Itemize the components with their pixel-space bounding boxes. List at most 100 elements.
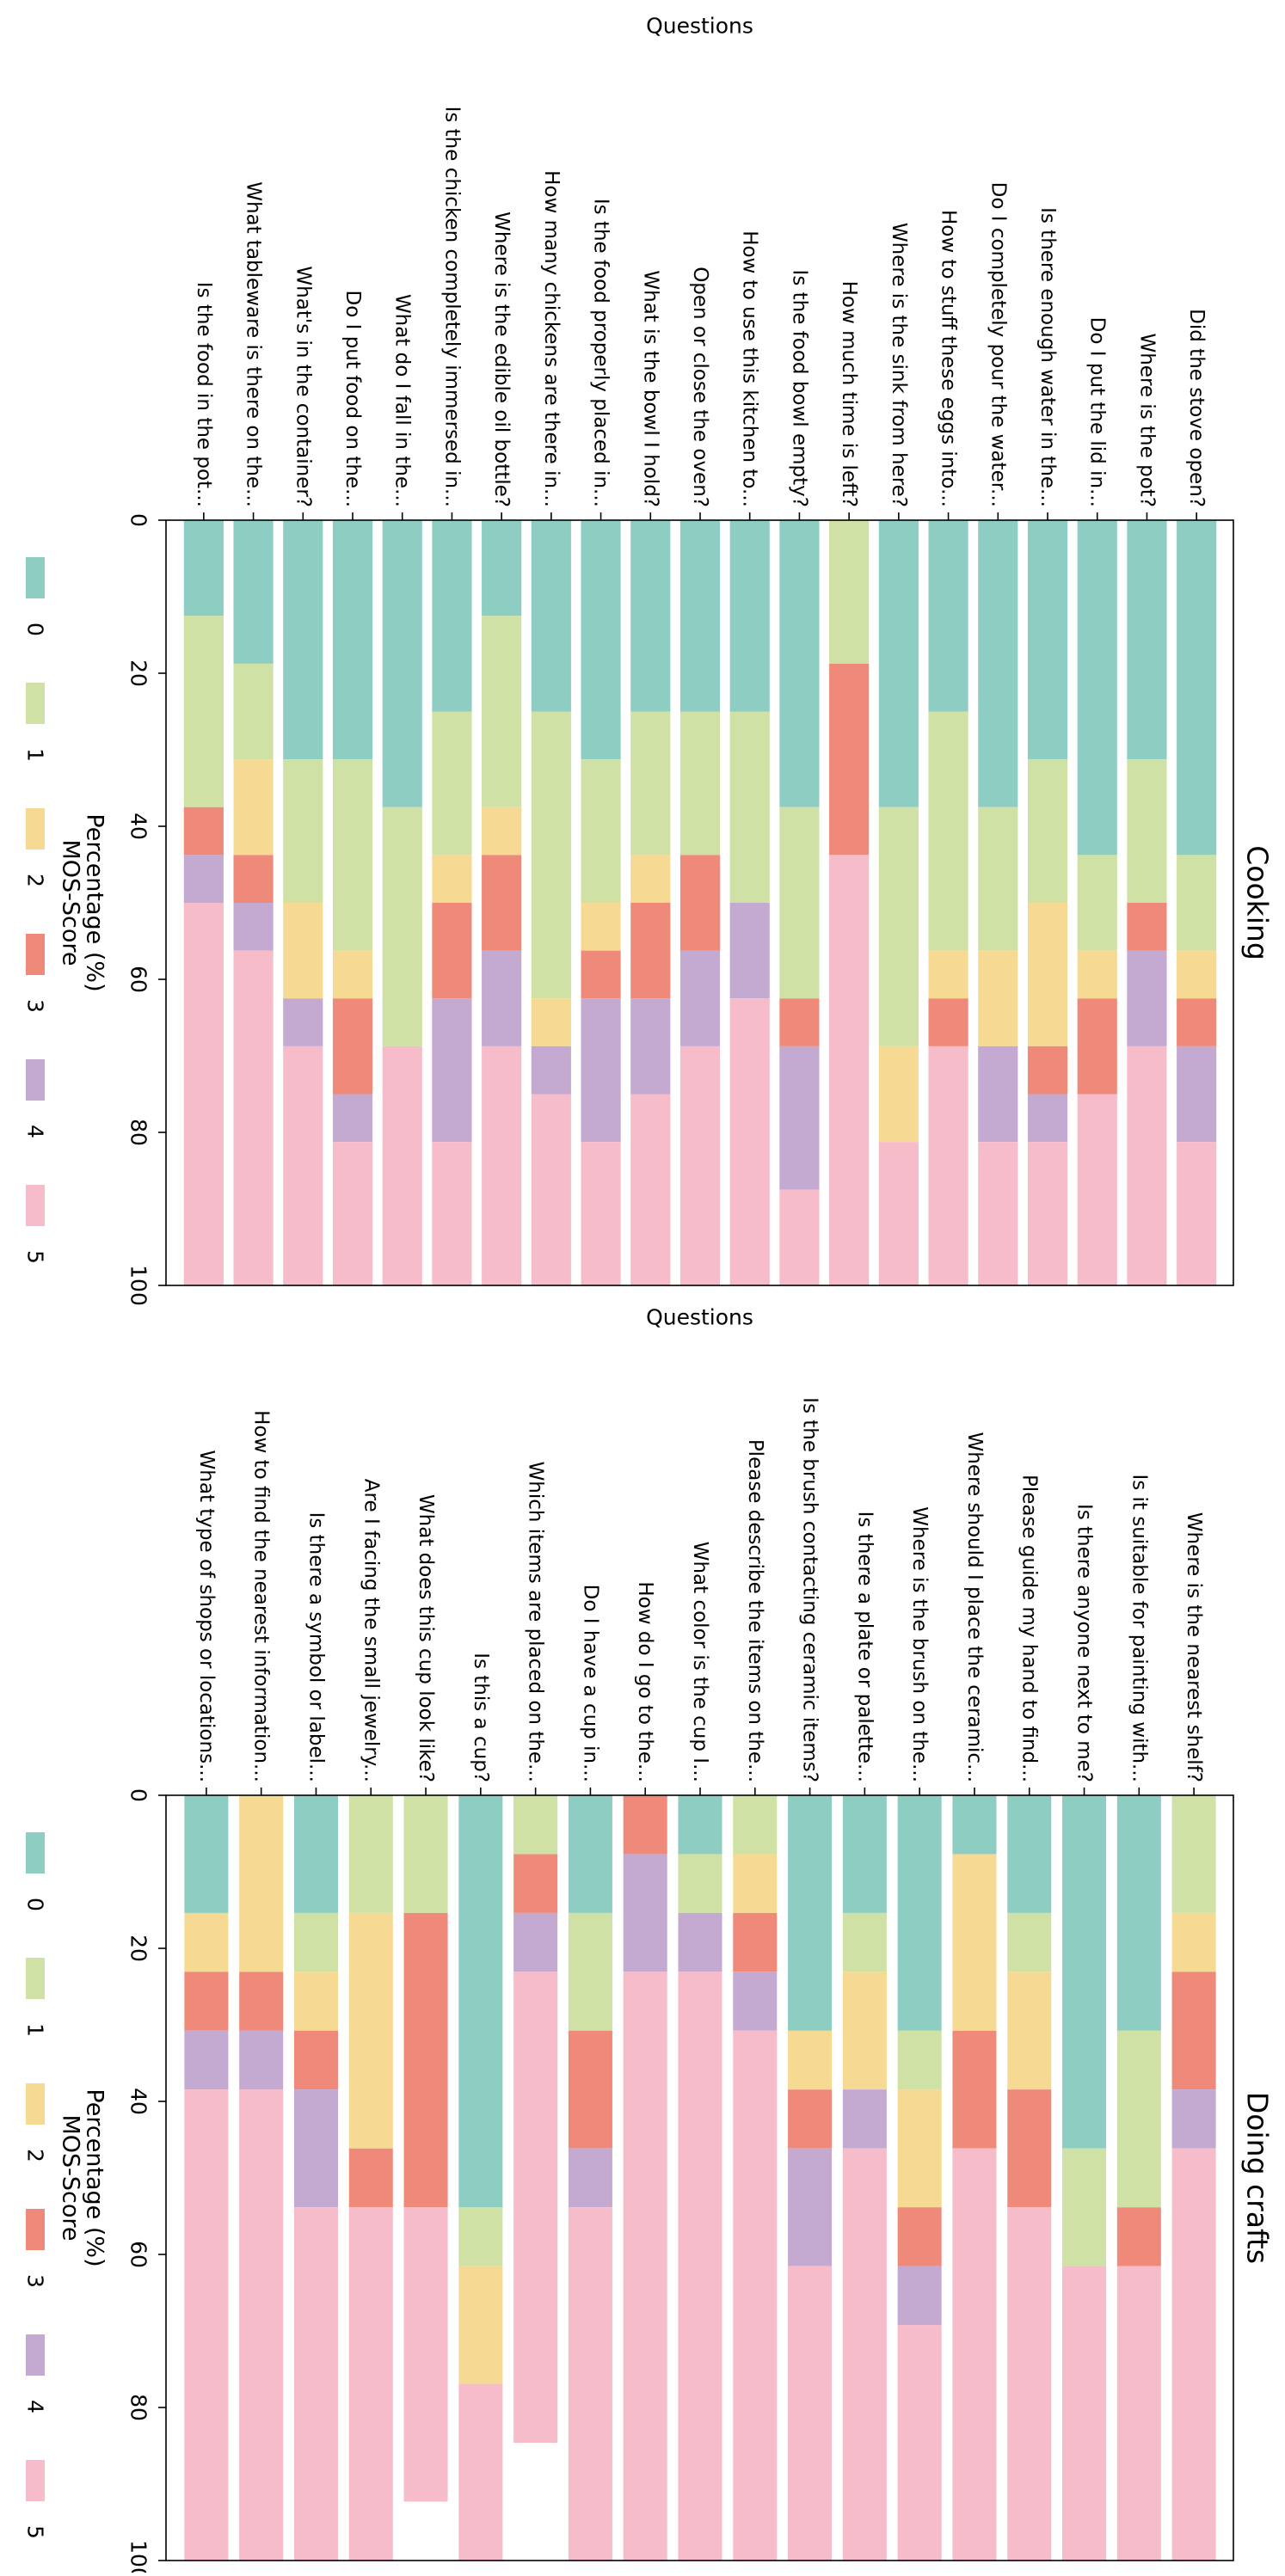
legend-title: MOS-Score [58, 839, 84, 966]
legend-swatch-mos-0 [26, 1832, 45, 1874]
legend-title: MOS-Score [58, 2114, 84, 2241]
bar-segment-mos-5 [779, 1189, 820, 1285]
bar-segment-mos-3 [952, 2030, 997, 2149]
bar-segment-mos-1 [679, 711, 721, 856]
bar-segment-mos-3 [184, 1972, 229, 2031]
bar-segment-mos-4 [623, 1854, 667, 1972]
legend-swatch-mos-0 [26, 557, 45, 598]
bar-segment-mos-4 [283, 998, 323, 1046]
bar-segment-mos-3 [1177, 998, 1217, 1046]
bar-segment-mos-1 [1027, 759, 1068, 904]
bar-segment-mos-0 [678, 1795, 722, 1855]
percentage-tick-label: 40 [126, 2088, 151, 2115]
bar-segment-mos-4 [897, 2266, 942, 2326]
bar-segment-mos-1 [348, 1795, 393, 1913]
bar-segment-mos-1 [878, 807, 919, 1046]
bar-segment-mos-5 [1116, 2266, 1161, 2561]
bar-segment-mos-5 [239, 2089, 284, 2561]
bar-segment-mos-3 [928, 998, 968, 1046]
bar-segment-mos-2 [239, 1795, 284, 1972]
question-label: How to stuff these eggs into... [938, 210, 960, 507]
bar-segment-mos-4 [779, 1046, 820, 1190]
bar-segment-mos-5 [1171, 2148, 1216, 2561]
bar-segment-mos-1 [233, 663, 274, 760]
legend-swatch-mos-2 [26, 808, 45, 849]
bar-segment-mos-5 [233, 950, 274, 1286]
bar-segment-mos-3 [1127, 903, 1167, 951]
question-label: Where is the pot? [1135, 333, 1158, 507]
bar-segment-mos-4 [293, 2089, 338, 2208]
question-label: Is this a cup? [470, 1653, 492, 1782]
bar-segment-mos-1 [531, 711, 571, 999]
bar-segment-mos-2 [1007, 1972, 1052, 2090]
bar-segment-mos-0 [897, 1795, 942, 2031]
bar-segment-mos-3 [897, 2207, 942, 2266]
bar-segment-mos-1 [1116, 2030, 1161, 2208]
bar-segment-mos-5 [513, 1972, 558, 2444]
question-label: How much time is left? [838, 281, 860, 507]
bar-segment-mos-3 [779, 998, 820, 1046]
bar-segment-mos-3 [568, 2030, 612, 2149]
question-label: Please guide my hand to find... [1018, 1475, 1041, 1782]
bar-segment-mos-1 [432, 711, 472, 856]
bar-segment-mos-0 [568, 1795, 612, 1913]
legend-label: 4 [23, 1125, 48, 1138]
bar-segment-mos-4 [332, 1094, 373, 1143]
bar-segment-mos-4 [1171, 2089, 1216, 2149]
bar-segment-mos-4 [842, 2089, 887, 2149]
bar-segment-mos-5 [978, 1142, 1018, 1286]
bar-segment-mos-1 [568, 1912, 612, 2031]
bar-segment-mos-1 [733, 1795, 778, 1855]
percentage-tick-label: 100 [126, 2540, 151, 2573]
bar-segment-mos-4 [568, 2148, 612, 2208]
bar-segment-mos-0 [293, 1795, 338, 1913]
question-label: Please describe the items on the... [744, 1439, 766, 1782]
question-label: Is the chicken completely immersed in... [440, 107, 463, 507]
question-label: Is there anyone next to me? [1073, 1504, 1096, 1782]
bar-segment-mos-5 [432, 1142, 472, 1286]
question-label: How to find the nearest information... [250, 1410, 273, 1782]
legend-swatch-mos-5 [26, 1185, 45, 1226]
bar-segment-mos-2 [531, 998, 571, 1046]
question-label: What's in the container? [292, 266, 314, 507]
bar-segment-mos-2 [928, 950, 968, 999]
bar-segment-mos-2 [432, 855, 472, 904]
bar-segment-mos-3 [513, 1854, 558, 1913]
bar-segment-mos-5 [733, 2030, 778, 2561]
bar-segment-mos-1 [928, 711, 968, 951]
legend-label: 3 [23, 999, 48, 1013]
bar-segment-mos-4 [432, 998, 472, 1143]
bar-segment-mos-0 [878, 520, 919, 807]
percentage-tick-label: 0 [126, 1788, 151, 1802]
bar-segment-mos-3 [432, 903, 472, 999]
bar-segment-mos-5 [679, 1046, 721, 1286]
bar-segment-mos-0 [581, 520, 621, 760]
panel-title: Doing crafts [1241, 2092, 1275, 2264]
question-label: Which items are placed on the... [525, 1462, 547, 1782]
bar-segment-mos-0 [432, 520, 472, 712]
question-label: What do I fall in the... [391, 294, 414, 507]
legend-swatch-mos-1 [26, 1958, 45, 1999]
bar-segment-mos-0 [482, 520, 522, 616]
bar-segment-mos-2 [1077, 950, 1117, 999]
bar-segment-mos-5 [729, 998, 770, 1285]
bar-segment-mos-0 [729, 520, 770, 712]
bar-segment-mos-3 [1007, 2089, 1052, 2208]
percentage-tick-label: 0 [126, 513, 151, 527]
question-label: Where is the sink from here? [888, 223, 910, 507]
bar-segment-mos-5 [788, 2266, 833, 2561]
legend-label: 0 [23, 623, 48, 636]
bar-segment-mos-1 [482, 616, 522, 807]
bar-segment-mos-5 [458, 2383, 503, 2561]
legend-swatch-mos-2 [26, 2083, 45, 2125]
bar-segment-mos-5 [878, 1142, 919, 1286]
legend-label: 4 [23, 2400, 48, 2413]
bar-segment-mos-4 [233, 903, 274, 951]
legend-label: 1 [23, 748, 48, 762]
bar-segment-mos-0 [630, 520, 671, 712]
question-label: What tableware is there on the... [243, 181, 265, 507]
question-label: Where should I place the ceramic... [963, 1432, 986, 1782]
bar-segment-mos-5 [1062, 2266, 1107, 2561]
percentage-tick-label: 60 [126, 2241, 151, 2268]
bar-segment-mos-3 [829, 663, 870, 856]
